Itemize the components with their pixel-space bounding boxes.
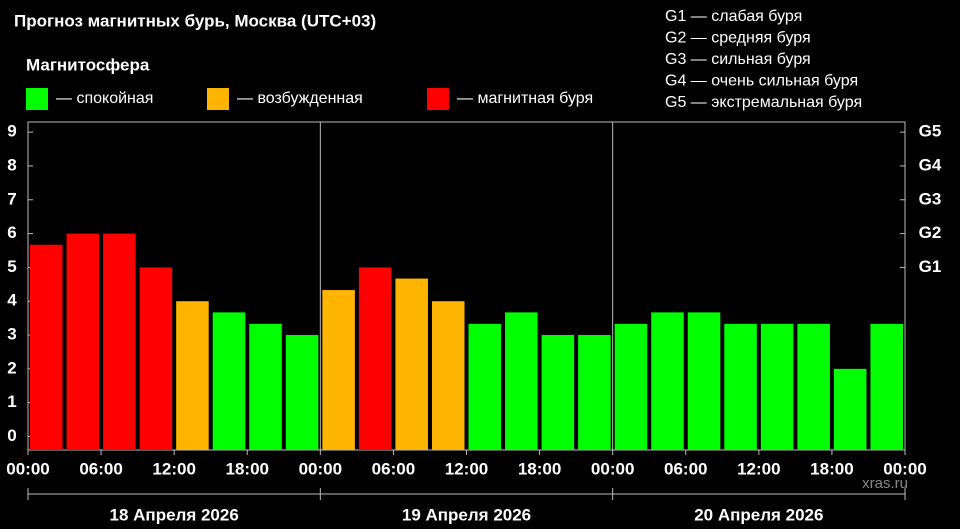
x-tick-label: 18:00 xyxy=(226,459,269,478)
x-tick-label: 00:00 xyxy=(6,459,49,478)
bar xyxy=(176,301,209,450)
bar xyxy=(395,278,428,450)
bar xyxy=(322,290,355,450)
bar xyxy=(651,312,684,450)
y-tick-label: 5 xyxy=(7,257,16,276)
bar xyxy=(212,312,246,450)
bar xyxy=(614,323,648,450)
legend-label: — возбужденная xyxy=(237,90,363,107)
legend-swatch xyxy=(427,88,449,110)
x-tick-label: 06:00 xyxy=(79,459,122,478)
legend-title: Магнитосфера xyxy=(26,55,150,74)
bar xyxy=(724,323,757,450)
x-tick-label: 00:00 xyxy=(591,459,634,478)
day-label: 19 Апреля 2026 xyxy=(402,505,531,524)
legend-swatch xyxy=(26,88,48,110)
x-tick-label: 00:00 xyxy=(883,459,926,478)
y-tick-label: 3 xyxy=(7,325,16,344)
storm-scale-item: G3 — сильная буря xyxy=(665,51,811,68)
legend-swatch xyxy=(207,88,229,110)
bar xyxy=(833,368,867,450)
y2-tick-label: G1 xyxy=(919,257,942,276)
storm-scale-item: G5 — экстремальная буря xyxy=(665,94,862,111)
bar xyxy=(578,335,611,450)
y-tick-label: 2 xyxy=(7,358,16,377)
bar xyxy=(66,233,100,450)
x-tick-label: 12:00 xyxy=(445,459,488,478)
bar xyxy=(760,323,794,450)
y-tick-label: 7 xyxy=(7,189,16,208)
bar xyxy=(870,323,903,450)
storm-scale-item: G2 — средняя буря xyxy=(665,30,811,47)
day-label: 20 Апреля 2026 xyxy=(694,505,823,524)
bar xyxy=(358,267,392,450)
x-tick-label: 12:00 xyxy=(737,459,780,478)
bar xyxy=(505,312,538,450)
bar xyxy=(103,233,136,450)
bar xyxy=(468,323,502,450)
bar xyxy=(30,244,63,450)
bar xyxy=(541,335,575,450)
y-tick-label: 1 xyxy=(7,392,16,411)
y-tick-label: 8 xyxy=(7,155,16,174)
y-tick-label: 6 xyxy=(7,223,16,242)
storm-scale-item: G1 — слабая буря xyxy=(665,8,802,25)
y2-tick-label: G4 xyxy=(919,155,942,174)
y2-tick-label: G5 xyxy=(919,122,942,141)
bar xyxy=(687,312,721,450)
x-tick-label: 00:00 xyxy=(299,459,342,478)
x-tick-label: 12:00 xyxy=(152,459,195,478)
legend-label: — магнитная буря xyxy=(457,90,593,107)
x-tick-label: 18:00 xyxy=(518,459,561,478)
bar xyxy=(285,335,319,450)
x-tick-label: 06:00 xyxy=(664,459,707,478)
legend-label: — спокойная xyxy=(56,90,153,107)
x-tick-label: 06:00 xyxy=(372,459,415,478)
y-tick-label: 4 xyxy=(7,291,17,310)
bar xyxy=(431,301,465,450)
chart-title: Прогноз магнитных бурь, Москва (UTC+03) xyxy=(14,11,376,30)
x-tick-label: 18:00 xyxy=(810,459,853,478)
y2-tick-label: G3 xyxy=(919,189,942,208)
y-tick-label: 0 xyxy=(7,426,16,445)
y-tick-label: 9 xyxy=(7,122,16,141)
y2-tick-label: G2 xyxy=(919,223,942,242)
storm-scale-item: G4 — очень сильная буря xyxy=(665,73,858,90)
bar xyxy=(139,267,173,450)
bar xyxy=(249,323,282,450)
day-label: 18 Апреля 2026 xyxy=(110,505,239,524)
bar xyxy=(797,323,830,450)
watermark: xras.ru xyxy=(862,475,908,492)
